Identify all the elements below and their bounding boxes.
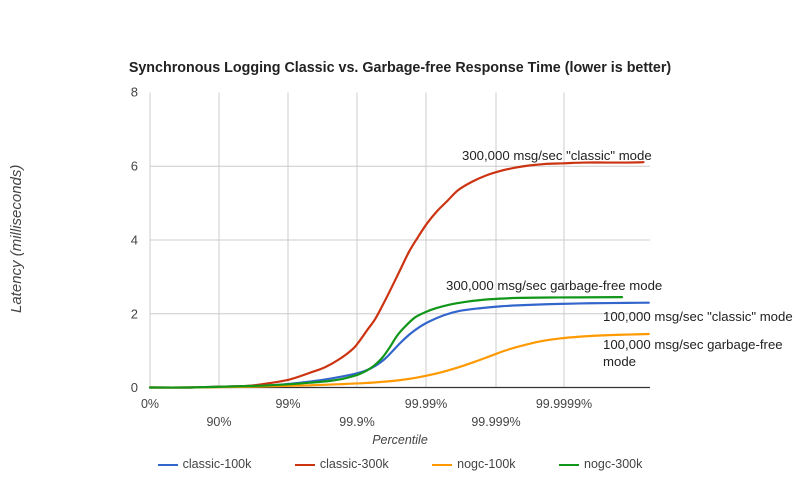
svg-text:99.99%: 99.99% (405, 397, 447, 411)
svg-text:99.9999%: 99.9999% (536, 397, 592, 411)
svg-text:90%: 90% (206, 415, 231, 429)
svg-text:6: 6 (131, 159, 138, 174)
svg-text:0: 0 (131, 380, 138, 395)
svg-text:99.9%: 99.9% (339, 415, 374, 429)
svg-text:0%: 0% (141, 397, 159, 411)
svg-text:8: 8 (131, 85, 138, 100)
svg-text:99%: 99% (275, 397, 300, 411)
svg-text:99.999%: 99.999% (471, 415, 520, 429)
svg-text:2: 2 (131, 307, 138, 322)
svg-text:4: 4 (131, 233, 138, 248)
